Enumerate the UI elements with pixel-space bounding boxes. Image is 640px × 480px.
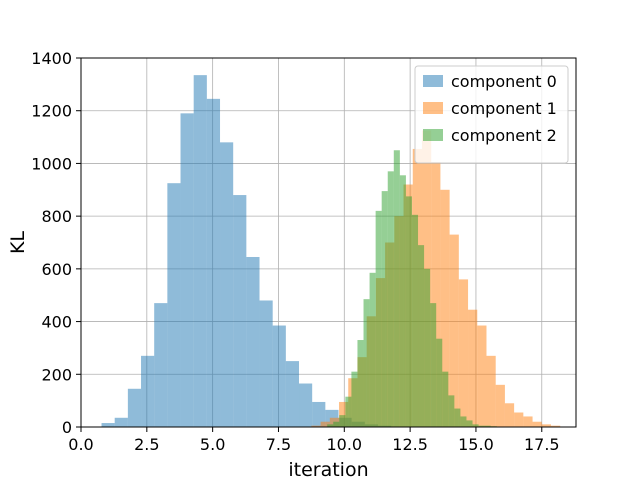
histogram-bar: [430, 303, 437, 427]
histogram-bar: [440, 189, 450, 427]
histogram-bar: [357, 340, 364, 427]
histogram-bar: [220, 142, 234, 428]
histogram-bar: [495, 384, 505, 427]
histogram-bar: [339, 401, 349, 427]
histogram-bar: [442, 371, 449, 427]
histogram-bar: [431, 162, 441, 427]
histogram-bar: [363, 299, 370, 427]
histogram-bar: [327, 424, 334, 427]
histogram-bar: [486, 355, 496, 427]
histogram-bar: [193, 75, 207, 427]
histogram-bar: [550, 425, 561, 427]
y-tick-label: 0: [62, 418, 72, 437]
y-tick-label: 1400: [31, 49, 72, 68]
histogram-bar: [532, 421, 542, 427]
x-tick-label: 12.5: [392, 435, 428, 454]
legend-swatch: [423, 102, 443, 114]
histogram-bar: [339, 415, 346, 427]
x-tick-label: 7.5: [266, 435, 291, 454]
histogram-bar: [369, 272, 376, 427]
histogram-bar: [333, 421, 340, 427]
y-tick-label: 800: [41, 207, 72, 226]
plot-frame: [80, 57, 577, 428]
histogram-bar: [101, 423, 115, 427]
histogram-bar: [285, 361, 300, 427]
histogram-bar: [449, 234, 459, 427]
x-tick-label: 5.0: [200, 435, 225, 454]
histogram-bar: [127, 388, 142, 427]
histogram-bar: [320, 421, 330, 427]
legend-swatch: [423, 129, 443, 141]
histogram-bar: [472, 424, 479, 427]
y-tick-label: 1200: [31, 102, 72, 121]
legend-label: component 1: [451, 99, 557, 118]
legend-swatch: [423, 75, 443, 87]
series-0-bars: [101, 75, 392, 428]
histogram-bar: [114, 417, 128, 427]
x-tick-label: 2.5: [134, 435, 159, 454]
histogram-bar: [448, 395, 455, 427]
y-tick-label: 400: [41, 313, 72, 332]
histogram-bar: [233, 195, 247, 427]
histogram-bar: [311, 425, 321, 427]
histogram-bar: [312, 401, 326, 427]
histogram-bar: [381, 191, 388, 427]
histogram-bar: [345, 396, 352, 427]
histogram-bar: [424, 268, 431, 427]
histogram-bar: [206, 98, 221, 427]
histogram-bar: [418, 245, 425, 427]
histogram-bar: [259, 300, 273, 427]
histogram-bar: [468, 309, 478, 427]
histogram-bar: [405, 196, 412, 427]
y-tick-label: 200: [41, 365, 72, 384]
x-tick-label: 0.0: [68, 435, 93, 454]
histogram-bar: [484, 425, 491, 427]
histogram-bar: [246, 256, 260, 427]
histogram-bars: [101, 75, 561, 428]
axis-ticks: 0.0 2.5 5.0 7.5 10.0 12.5 15.0 17.5 0 200 400 600 80…: [31, 49, 559, 454]
histogram-bar: [460, 416, 467, 427]
histogram-bar: [299, 383, 313, 427]
x-tick-label: 15.0: [458, 435, 494, 454]
histogram-bar: [272, 325, 286, 427]
histogram-bar: [387, 171, 394, 427]
legend-label: component 0: [451, 72, 557, 91]
histogram-bar: [399, 175, 406, 427]
histogram-bar: [180, 113, 194, 427]
histogram-bar: [458, 279, 469, 427]
histogram-bar: [477, 325, 487, 427]
histogram-bar: [436, 338, 443, 427]
histogram-bar: [167, 183, 181, 427]
histogram-bar: [454, 408, 461, 427]
histogram-bar: [375, 210, 382, 427]
legend: component 0 component 1 component 2: [414, 65, 569, 164]
histogram-bar: [514, 412, 524, 427]
y-tick-label: 1000: [31, 154, 72, 173]
histogram-bar: [466, 420, 473, 427]
y-axis-title: KL: [7, 231, 29, 254]
legend-label: component 2: [451, 126, 557, 145]
histogram-bar: [523, 416, 533, 427]
histogram-bar: [411, 214, 419, 427]
histogram-bar: [504, 403, 515, 427]
histogram-bar: [478, 425, 485, 427]
x-tick-label: 10.0: [326, 435, 362, 454]
legend-box: [414, 65, 569, 164]
y-tick-label: 600: [41, 260, 72, 279]
x-axis-title: iteration: [288, 459, 368, 480]
series-2-bars: [327, 150, 497, 427]
x-tick-label: 17.5: [524, 435, 560, 454]
histogram-bar: [154, 303, 168, 427]
histogram-bar: [351, 371, 358, 427]
histogram-bar: [141, 355, 155, 427]
histogram-bar: [393, 150, 400, 427]
histogram-bar: [541, 424, 551, 427]
